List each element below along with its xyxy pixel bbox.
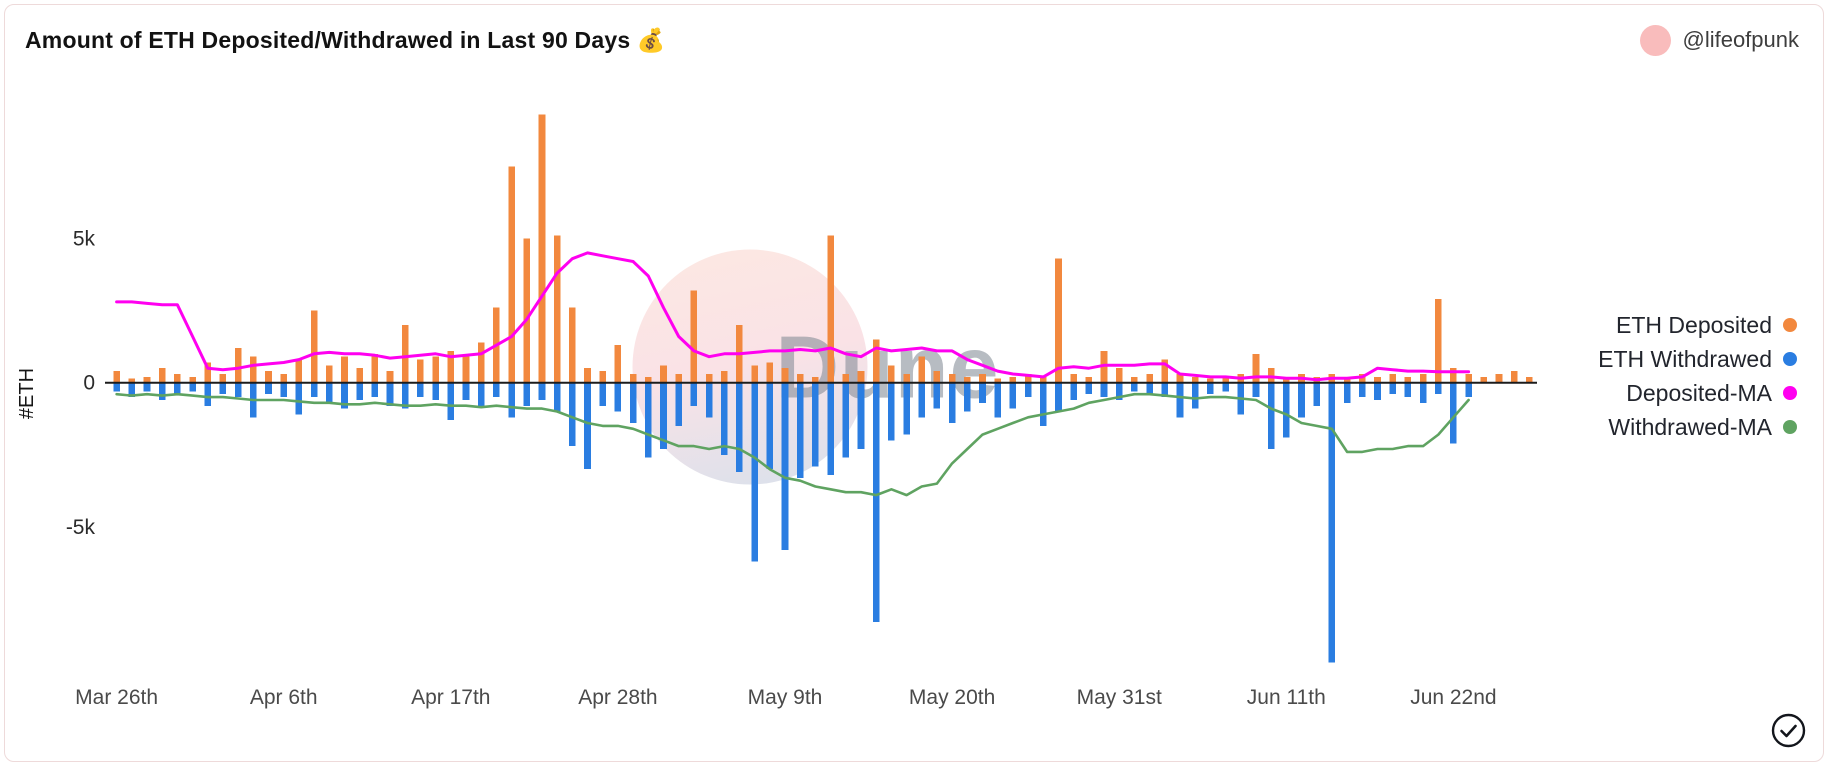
line-deposited-ma [115,251,1471,382]
legend-dot-eth-deposited [1783,318,1797,332]
legend-item-eth-deposited[interactable]: ETH Deposited [1616,312,1797,339]
x-axis-tick-labels: Mar 26th Apr 6th Apr 17th Apr 28th May 9th Ma… [75,686,1496,709]
svg-text:May 9th: May 9th [748,686,823,709]
chart-header: Amount of ETH Deposited/Withdrawed in La… [5,5,1823,63]
legend-label-deposited-ma: Deposited-MA [1626,379,1772,406]
chart-area: #ETH Dune 5k 0 -5k Mar 26th Apr 6th Apr 17th A… [5,69,1823,717]
user-badge[interactable]: @lifeofpunk [1640,24,1799,56]
chart-card: Amount of ETH Deposited/Withdrawed in La… [4,4,1824,762]
svg-text:May 31st: May 31st [1077,686,1162,709]
svg-text:Jun 22nd: Jun 22nd [1410,686,1496,709]
bars-eth-deposited [113,114,1533,383]
y-axis-title: #ETH [16,367,39,419]
verified-check-icon[interactable] [1770,712,1807,749]
legend-item-withdrawed-ma[interactable]: Withdrawed-MA [1608,414,1797,441]
chart-canvas[interactable]: 5k 0 -5k Mar 26th Apr 6th Apr 17th Apr 28th May… [51,69,1551,717]
legend-dot-withdrawed-ma [1783,420,1797,434]
svg-text:Mar 26th: Mar 26th [75,686,158,709]
svg-text:Apr 17th: Apr 17th [411,686,490,709]
page-title: Amount of ETH Deposited/Withdrawed in La… [25,26,666,53]
svg-text:5k: 5k [73,227,96,250]
legend-dot-eth-withdrawed [1783,352,1797,366]
plot-region: Dune 5k 0 -5k Mar 26th Apr 6th Apr 17th Apr 28… [51,69,1551,717]
svg-text:Apr 6th: Apr 6th [250,686,318,709]
svg-text:Apr 28th: Apr 28th [578,686,657,709]
user-handle: @lifeofpunk [1682,27,1799,52]
legend-dot-deposited-ma [1783,386,1797,400]
svg-text:-5k: -5k [66,516,96,539]
svg-text:0: 0 [83,372,95,395]
svg-text:May 20th: May 20th [909,686,995,709]
svg-text:Jun 11th: Jun 11th [1247,686,1326,709]
bars-eth-withdrawed [113,382,1472,663]
line-withdrawed-ma [115,392,1470,497]
legend-label-withdrawed-ma: Withdrawed-MA [1608,413,1772,440]
user-avatar [1640,24,1672,56]
chart-legend: ETH Deposited ETH Withdrawed Deposited-MA W… [1551,35,1823,717]
legend-label-eth-deposited: ETH Deposited [1616,311,1772,338]
legend-item-deposited-ma[interactable]: Deposited-MA [1626,380,1797,407]
legend-item-eth-withdrawed[interactable]: ETH Withdrawed [1598,346,1797,373]
y-axis-tick-labels: 5k 0 -5k [66,227,96,538]
legend-label-eth-withdrawed: ETH Withdrawed [1598,345,1772,372]
